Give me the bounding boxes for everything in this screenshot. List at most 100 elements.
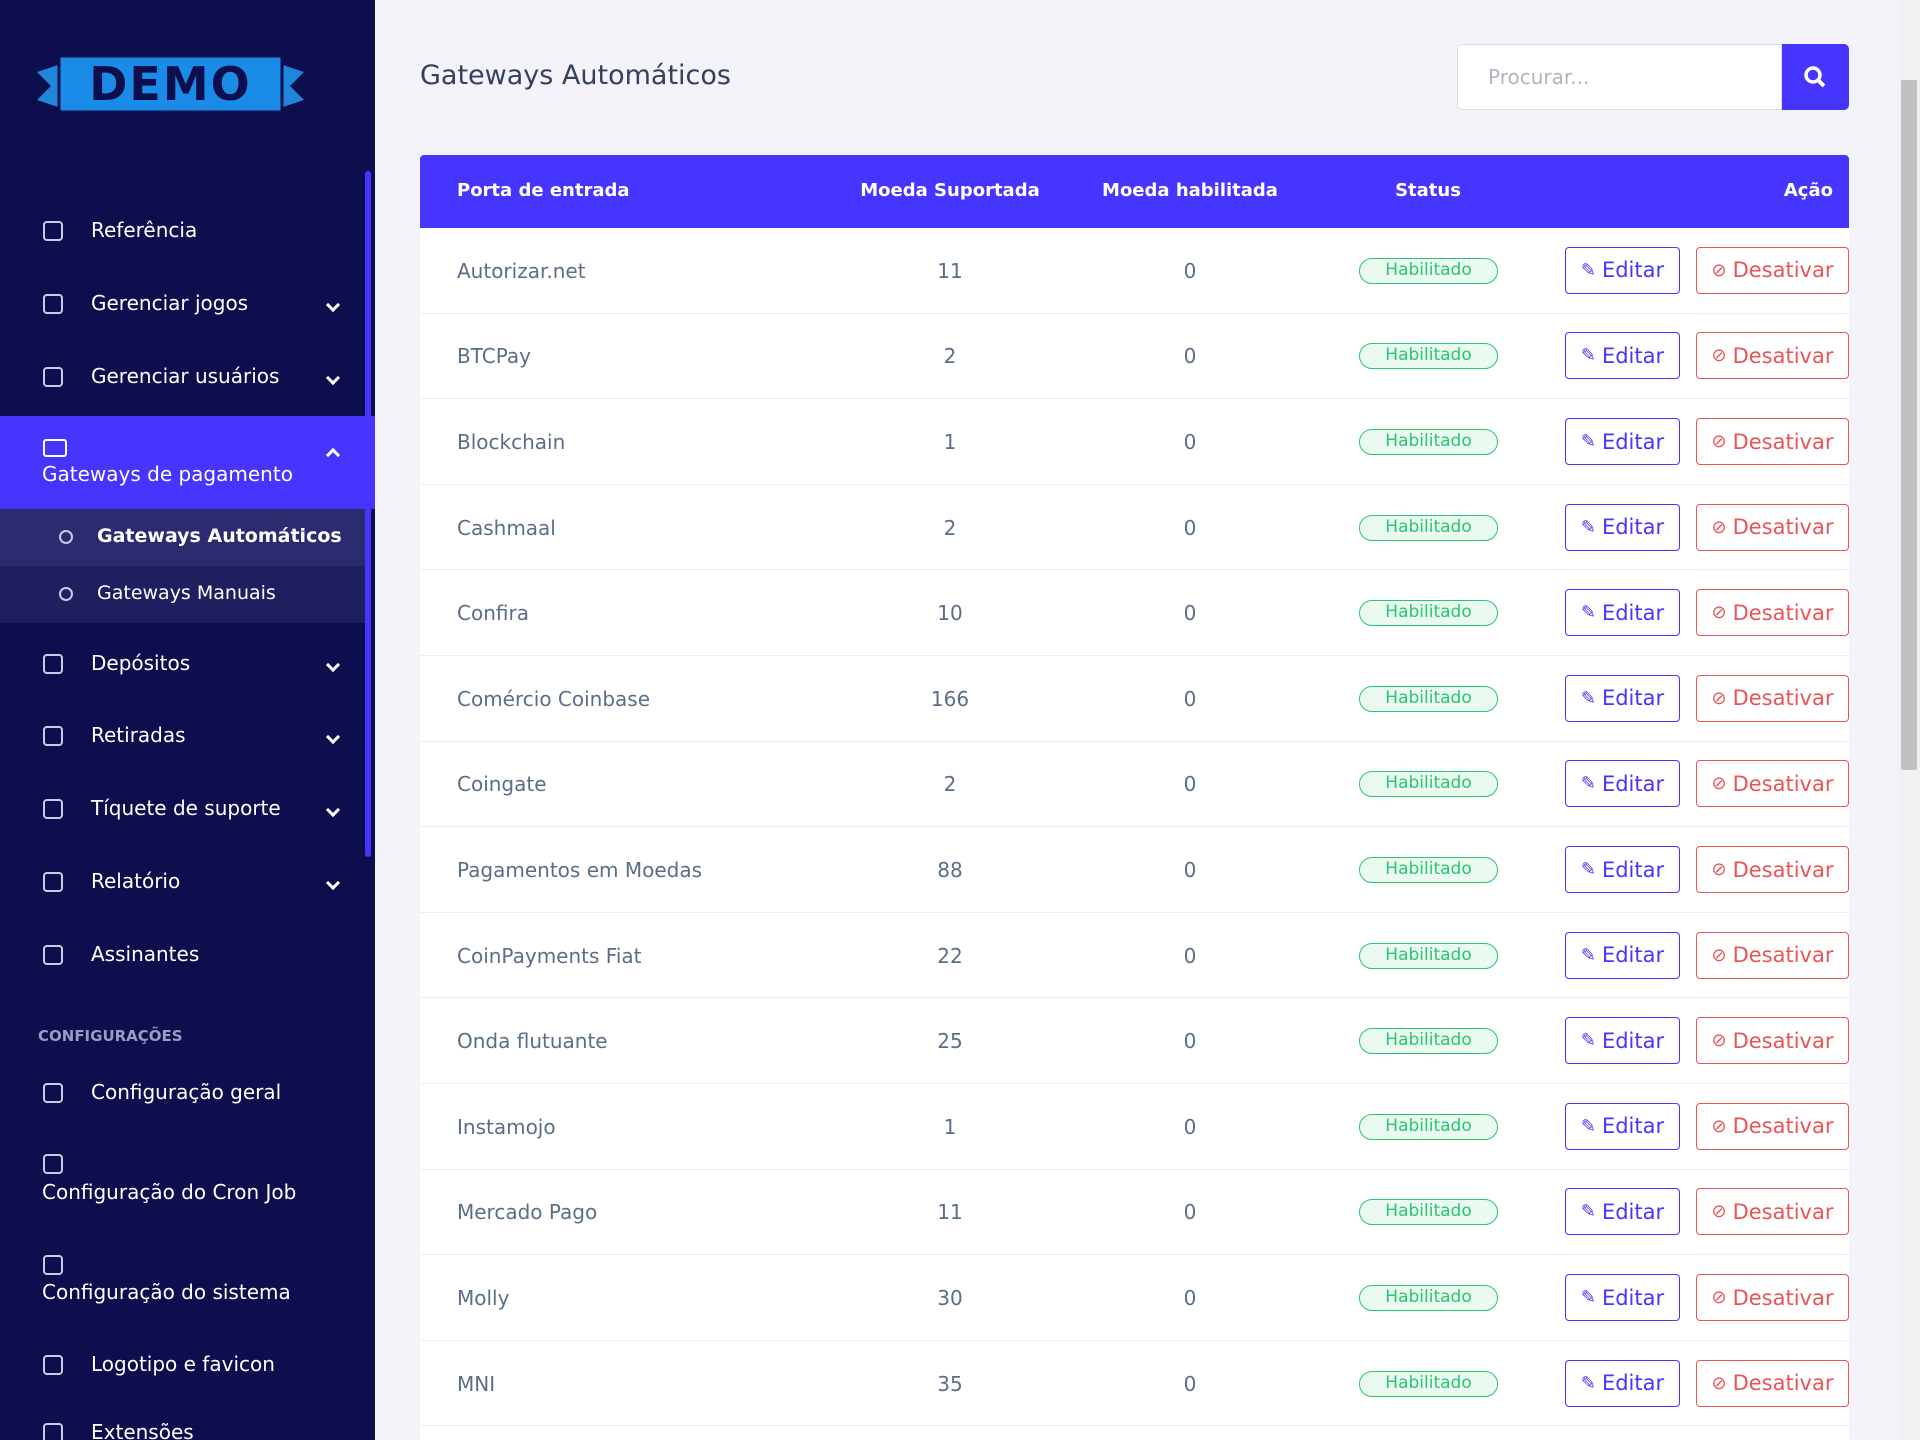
enabled-count: 0 xyxy=(1183,515,1197,540)
edit-button[interactable]: ✎ Editar xyxy=(1565,589,1680,637)
edit-icon: ✎ xyxy=(1580,1201,1596,1223)
menu-item[interactable]: Gerenciar jogos xyxy=(91,291,249,315)
menu-item[interactable]: Logotipo e favicon xyxy=(91,1352,275,1376)
disable-button[interactable]: ⊘ Desativar xyxy=(1696,1274,1849,1321)
supported-count: 2 xyxy=(943,344,957,369)
disable-icon: ⊘ xyxy=(1711,773,1727,795)
table-row xyxy=(420,228,1849,314)
edit-button[interactable]: ✎ Editar xyxy=(1565,503,1680,551)
gateway-name: Onda flutuante xyxy=(457,1029,608,1054)
disable-button[interactable]: ⊘ Desativar xyxy=(1696,246,1849,294)
disable-button[interactable]: ⊘ Desativar xyxy=(1696,332,1849,380)
menu-item[interactable]: Relatório xyxy=(91,869,181,893)
edit-button[interactable]: ✎ Editar xyxy=(1565,332,1680,380)
disable-button[interactable]: ⊘ Desativar xyxy=(1696,760,1849,808)
status-badge: Habilitado xyxy=(1359,1028,1498,1055)
edit-icon: ✎ xyxy=(1580,602,1596,624)
enabled-count: 0 xyxy=(1183,430,1197,454)
supported-count: 1 xyxy=(943,430,957,454)
column-header: Ação xyxy=(1783,180,1833,201)
edit-button[interactable]: ✎ Editar xyxy=(1565,1102,1680,1150)
edit-label: Editar xyxy=(1601,258,1665,283)
menu-item[interactable]: Configuração do sistema xyxy=(42,1280,291,1304)
edit-button[interactable]: ✎ Editar xyxy=(1565,1359,1680,1407)
disable-button[interactable]: ⊘ Desativar xyxy=(1696,418,1849,465)
menu-item[interactable]: Tíquete de suporte xyxy=(91,796,281,820)
gateway-name: Instamojo xyxy=(457,1114,556,1139)
menu-item-active-bg xyxy=(0,416,375,509)
edit-button[interactable]: ✎ Editar xyxy=(1565,246,1680,294)
supported-count: 10 xyxy=(937,601,963,626)
edit-button[interactable]: ✎ Editar xyxy=(1565,931,1680,979)
table: Porta de entrada Moeda Suportada Moeda hab… xyxy=(420,155,1849,1440)
edit-icon: ✎ xyxy=(1580,1115,1596,1137)
search-input[interactable]: Procurar... xyxy=(1457,44,1782,110)
menu-item[interactable]: Configuração do Cron Job xyxy=(42,1180,297,1204)
disable-icon: ⊘ xyxy=(1711,259,1727,281)
disable-button[interactable]: ⊘ Desativar xyxy=(1696,503,1849,551)
menu-icon xyxy=(43,1083,63,1103)
gateway-name: Molly xyxy=(457,1286,510,1310)
edit-label: Editar xyxy=(1601,1114,1665,1139)
edit-button[interactable]: ✎ Editar xyxy=(1565,674,1680,722)
status-badge: Habilitado xyxy=(1359,1285,1498,1311)
enabled-count: 0 xyxy=(1183,1200,1197,1225)
menu-icon xyxy=(43,221,63,241)
enabled-count: 0 xyxy=(1183,772,1197,797)
disable-icon: ⊘ xyxy=(1711,345,1727,367)
status-badge: Habilitado xyxy=(1359,429,1498,455)
disable-label: Desativar xyxy=(1732,258,1834,283)
edit-label: Editar xyxy=(1601,771,1665,796)
gateway-name: BTCPay xyxy=(457,344,531,369)
column-header: Moeda Suportada xyxy=(860,180,1040,201)
submenu-item[interactable]: Gateways Manuais xyxy=(97,582,276,604)
disable-button[interactable]: ⊘ Desativar xyxy=(1696,1102,1849,1150)
search-button[interactable] xyxy=(1782,44,1849,110)
disable-icon: ⊘ xyxy=(1711,1287,1727,1308)
disable-button[interactable]: ⊘ Desativar xyxy=(1696,1359,1849,1407)
table-row xyxy=(420,1341,1849,1427)
submenu-item[interactable]: Gateways Automáticos xyxy=(97,525,342,547)
disable-button[interactable]: ⊘ Desativar xyxy=(1696,846,1849,893)
menu-item[interactable]: Assinantes xyxy=(91,942,200,966)
menu-icon xyxy=(43,726,63,746)
edit-button[interactable]: ✎ Editar xyxy=(1565,1188,1680,1236)
table-header xyxy=(420,155,1849,228)
edit-button[interactable]: ✎ Editar xyxy=(1565,418,1680,465)
submenu-dot xyxy=(59,587,73,601)
menu-item[interactable]: Depósitos xyxy=(91,651,191,675)
edit-button[interactable]: ✎ Editar xyxy=(1565,1274,1680,1321)
page-title: Gateways Automáticos xyxy=(420,60,731,91)
edit-icon: ✎ xyxy=(1580,859,1596,880)
menu-item[interactable]: Referência xyxy=(91,218,198,242)
edit-button[interactable]: ✎ Editar xyxy=(1565,1017,1680,1065)
menu-item[interactable]: Gateways de pagamento xyxy=(42,462,293,486)
menu-item[interactable]: Configuração geral xyxy=(91,1080,282,1104)
menu-item[interactable]: Retiradas xyxy=(91,723,186,747)
disable-button[interactable]: ⊘ Desativar xyxy=(1696,1017,1849,1065)
gateway-name: Mercado Pago xyxy=(457,1200,598,1225)
menu-icon xyxy=(43,799,63,819)
table-row xyxy=(420,1255,1849,1341)
table-row xyxy=(420,742,1849,828)
menu-arrow xyxy=(325,297,341,313)
disable-button[interactable]: ⊘ Desativar xyxy=(1696,1188,1849,1236)
disable-button[interactable]: ⊘ Desativar xyxy=(1696,674,1849,722)
section-title: CONFIGURAÇÕES xyxy=(38,1027,183,1045)
disable-icon: ⊘ xyxy=(1711,1030,1727,1052)
disable-button[interactable]: ⊘ Desativar xyxy=(1696,589,1849,637)
edit-button[interactable]: ✎ Editar xyxy=(1565,846,1680,893)
disable-button[interactable]: ⊘ Desativar xyxy=(1696,931,1849,979)
disable-icon: ⊘ xyxy=(1711,602,1727,624)
edit-button[interactable]: ✎ Editar xyxy=(1565,760,1680,808)
menu-arrow xyxy=(325,802,341,818)
disable-icon: ⊘ xyxy=(1711,1115,1727,1137)
menu-item[interactable]: Extensões xyxy=(91,1420,194,1440)
menu-icon xyxy=(43,1423,63,1440)
disable-icon: ⊘ xyxy=(1711,431,1727,452)
supported-count: 11 xyxy=(937,258,963,283)
edit-label: Editar xyxy=(1601,1371,1665,1396)
edit-label: Editar xyxy=(1601,600,1665,625)
menu-item[interactable]: Gerenciar usuários xyxy=(91,364,280,388)
supported-count: 25 xyxy=(937,1029,963,1054)
